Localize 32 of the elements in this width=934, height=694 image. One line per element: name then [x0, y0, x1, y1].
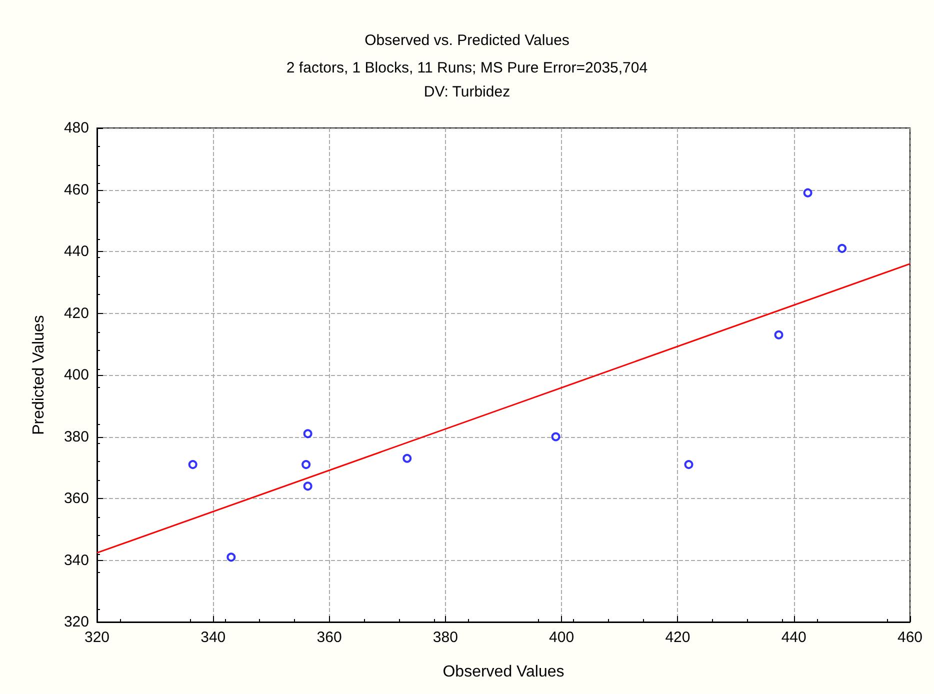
point: [684, 460, 694, 470]
point: [838, 244, 847, 253]
point: [402, 454, 412, 463]
point: [226, 552, 236, 562]
y-tick-label: 340: [64, 552, 89, 569]
x-tick-label: 420: [665, 629, 690, 646]
x-tick-label: 440: [781, 629, 806, 646]
point: [303, 429, 312, 438]
x-axis-title: Observed Values: [442, 664, 564, 680]
y-axis-title: Predicted Values: [30, 315, 48, 435]
chart-title: Observed vs. Predicted Values: [364, 32, 570, 49]
y-tick-label: 320: [64, 614, 89, 630]
point: [188, 460, 198, 470]
x-tick-label: 460: [897, 629, 923, 646]
point: [303, 482, 312, 491]
x-tick-label: 360: [316, 629, 342, 646]
y-tick-label: 360: [64, 490, 89, 507]
y-tick-label: 420: [64, 304, 89, 322]
x-tick-label: 400: [549, 629, 574, 646]
y-tick-label: 460: [64, 181, 89, 198]
point: [302, 460, 311, 470]
y-tick-label: 380: [64, 428, 89, 446]
y-tick-label: 480: [64, 120, 89, 136]
x-tick-label: 320: [84, 629, 110, 646]
x-tick-label: 340: [200, 629, 226, 646]
point: [803, 188, 812, 198]
y-tick-label: 440: [64, 243, 89, 260]
x-tick-label: 380: [432, 629, 458, 646]
point: [551, 432, 560, 442]
chart-subtitle: 2 factors, 1 Blocks, 11 Runs; MS Pure Error=2035,704 DV: Turbidez: [286, 60, 648, 100]
y-tick-label: 400: [64, 366, 89, 384]
point: [774, 330, 784, 340]
